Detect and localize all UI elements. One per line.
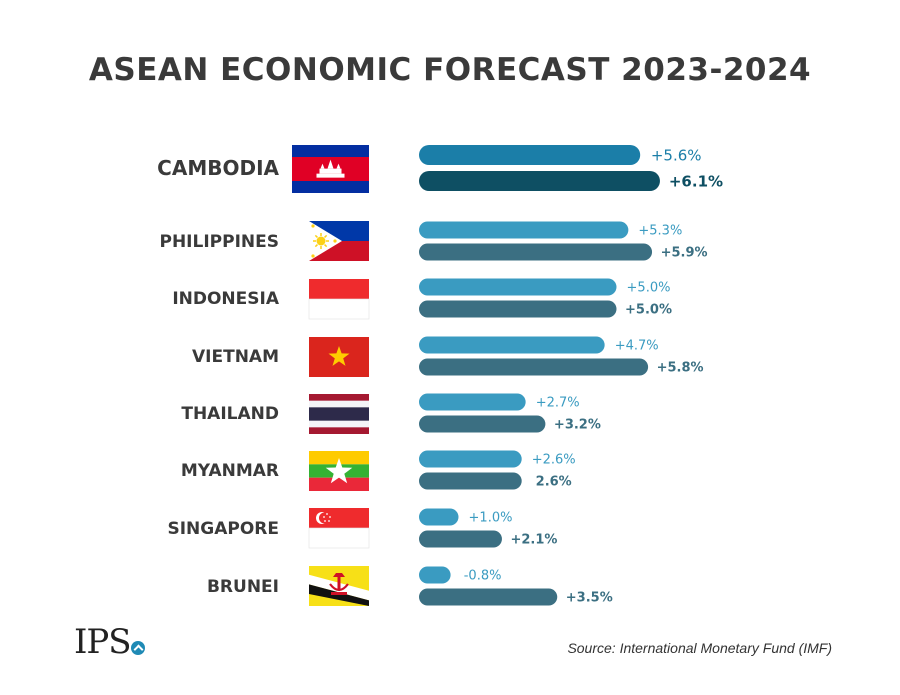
bar-2023 [419, 278, 617, 296]
bar-2024 [419, 415, 546, 433]
chart-row-indonesia: INDONESIA +5.0% +5.0% [172, 278, 672, 320]
bar-2023 [419, 336, 605, 354]
bar-2024 [419, 530, 502, 548]
bar-2024 [419, 171, 660, 191]
value-label-2023: +5.3% [638, 224, 682, 239]
bar-2024 [419, 300, 617, 318]
ips-logo-icon [131, 641, 145, 655]
value-label-2024: +5.0% [625, 303, 672, 318]
myanmar-flag [309, 451, 369, 491]
value-label-2023: +4.7% [615, 339, 659, 354]
bar-2024 [419, 358, 649, 376]
value-label-2024: +5.9% [661, 246, 708, 261]
country-label: MYANMAR [181, 461, 279, 481]
bar-2023 [419, 393, 526, 411]
value-label-2023: +2.7% [536, 396, 580, 411]
ips-logo: IPS [74, 622, 132, 662]
value-label-2023: +1.0% [469, 511, 513, 526]
bar-2024 [419, 243, 653, 261]
country-label: THAILAND [181, 404, 279, 424]
bar-2024 [419, 588, 558, 606]
country-label: SINGAPORE [167, 519, 279, 539]
bar-2023 [419, 145, 641, 165]
thailand-flag [309, 394, 369, 434]
value-label-2024: +6.1% [669, 172, 723, 190]
value-label-2024: +5.8% [657, 361, 704, 376]
value-label-2023: +2.6% [532, 453, 576, 468]
indonesia-flag [308, 279, 370, 320]
cambodia-flag [292, 145, 369, 193]
country-label: VIETNAM [192, 347, 279, 367]
value-label-2023: +5.6% [651, 146, 702, 164]
value-label-2024: +3.5% [566, 591, 613, 606]
chart-row-singapore: SINGAPORE +1.0% +2.1% [167, 508, 557, 549]
bar-2023 [419, 508, 459, 526]
value-label-2024: 2.6% [536, 475, 572, 490]
country-label: BRUNEI [207, 577, 279, 597]
singapore-flag [308, 508, 370, 549]
value-label-2024: +3.2% [554, 418, 601, 433]
bar-2023 [419, 450, 522, 468]
country-label: PHILIPPINES [160, 232, 280, 252]
value-label-2023: +5.0% [627, 281, 671, 296]
bar-2024 [419, 472, 522, 490]
source-note: Source: International Monetary Fund (IMF… [567, 640, 832, 656]
chart-row-vietnam: VIETNAM +4.7% +5.8% [192, 336, 704, 377]
chart-title: ASEAN ECONOMIC FORECAST 2023-2024 [88, 52, 812, 88]
value-label-2024: +2.1% [510, 533, 557, 548]
chart-row-thailand: THAILAND +2.7% +3.2% [181, 393, 601, 434]
chart-row-cambodia: CAMBODIA +5.6% +6.1% [157, 145, 723, 193]
bar-2023 [419, 221, 629, 239]
country-label: CAMBODIA [157, 156, 279, 180]
vietnam-flag [309, 337, 369, 377]
chart-row-brunei: BRUNEI -0.8% +3.5% [207, 566, 613, 606]
value-label-2023: -0.8% [464, 569, 502, 584]
philippines-flag [309, 221, 369, 261]
chart-row-myanmar: MYANMAR +2.6% 2.6% [181, 450, 576, 491]
bar-2023 [419, 566, 451, 584]
country-label: INDONESIA [172, 289, 280, 309]
chart-row-philippines: PHILIPPINES +5.3% +5.9% [160, 221, 708, 261]
brunei-flag [309, 566, 369, 606]
